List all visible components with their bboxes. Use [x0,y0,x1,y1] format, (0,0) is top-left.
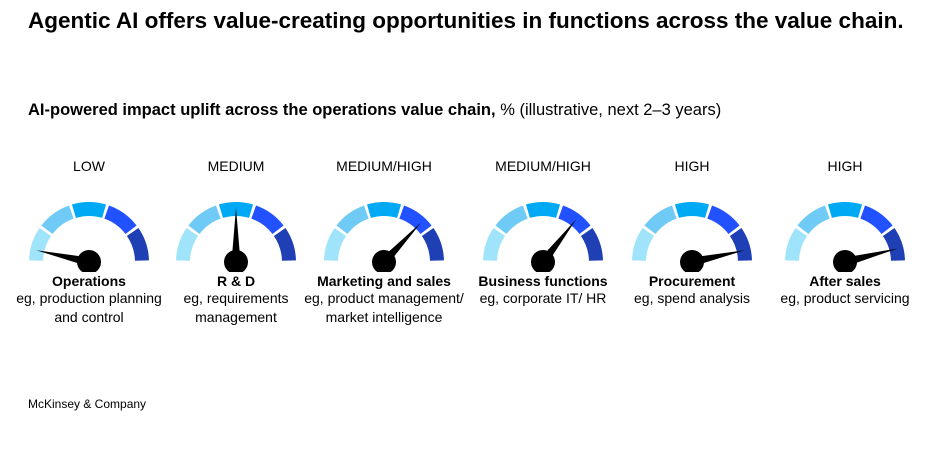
gauge-segment [71,202,107,218]
subtitle: AI-powered impact uplift across the oper… [28,101,721,120]
gauge-4: HIGH Procurement eg, spend analysis [612,158,772,308]
needle-hub [224,250,248,272]
gauge-1: MEDIUM R & D eg, requirements management [156,158,316,327]
gauge-segment [421,228,444,261]
function-example: eg, production planning and control [16,290,162,325]
needle-hub [531,250,555,272]
function-example: eg, spend analysis [634,290,750,306]
gauge-segment [41,205,74,234]
gauge-segment [324,228,347,261]
gauge-0: LOW Operations eg, production planning a… [9,158,169,327]
page-title: Agentic AI offers value-creating opportu… [28,8,904,33]
gauge-level: HIGH [827,158,863,174]
gauge-segment [729,228,752,261]
gauge-segment [126,228,149,261]
gauge-segment [366,202,402,218]
function-name: Operations [52,273,126,289]
gauge-segment [797,205,830,234]
gauge-dial [483,202,603,272]
gauge-dial [785,202,905,272]
gauge-segment [860,205,893,234]
gauge-needle [843,248,898,267]
gauge-dial [632,202,752,272]
function-name: Procurement [648,273,736,289]
gauge-dial [176,202,296,272]
gauge-segment [273,228,296,261]
gauge-segment [251,205,284,234]
function-name: R & D [216,273,256,289]
gauge-segment [882,228,905,261]
gauge-2: MEDIUM/HIGH Marketing and sales eg, prod… [304,158,464,327]
gauge-level: LOW [73,158,105,174]
gauge-level: MEDIUM [207,158,265,174]
gauge-segment [399,205,432,234]
needle-hub [372,250,396,272]
gauge-segment [495,205,528,234]
gauge-level: MEDIUM/HIGH [336,158,432,174]
gauge-segment [29,228,52,261]
gauge-level: HIGH [674,158,710,174]
gauge-segment [827,202,863,218]
function-name: Marketing and sales [317,273,451,289]
subtitle-bold: AI-powered impact uplift across the oper… [28,101,496,119]
function-name: Business functions [478,273,608,289]
gauge-segment [188,205,221,234]
gauge-segment [558,205,591,234]
gauge-segment [104,205,137,234]
gauge-level: MEDIUM/HIGH [495,158,591,174]
gauge-needle [36,250,90,267]
function-name: After sales [809,273,881,289]
gauge-segment [483,228,506,261]
gauge-segment [525,202,561,218]
function-example: eg, corporate IT/ HR [479,290,607,306]
function-example: eg, product management/ market intellige… [304,290,464,325]
needle-hub [833,250,857,272]
gauge-dial [29,202,149,272]
gauge-segment [580,228,603,261]
gauge-segment [632,228,655,261]
gauge-5: HIGH After sales eg, product servicing [765,158,925,308]
needle-hub [77,250,101,272]
subtitle-rest: % (illustrative, next 2–3 years) [495,101,722,119]
function-example: eg, product servicing [780,290,910,306]
function-example: eg, requirements management [183,290,289,325]
gauge-segment [674,202,710,218]
gauge-segment [707,205,740,234]
needle-hub [680,250,704,272]
gauge-segment [644,205,677,234]
gauge-dial [324,202,444,272]
gauge-needle [231,208,241,262]
gauge-needle [691,250,745,267]
gauge-segment [336,205,369,234]
gauge-3: MEDIUM/HIGH Business functions eg, corpo… [463,158,623,308]
gauge-segment [176,228,199,261]
gauge-segment [785,228,808,261]
footer-logo: McKinsey & Company [28,397,147,411]
